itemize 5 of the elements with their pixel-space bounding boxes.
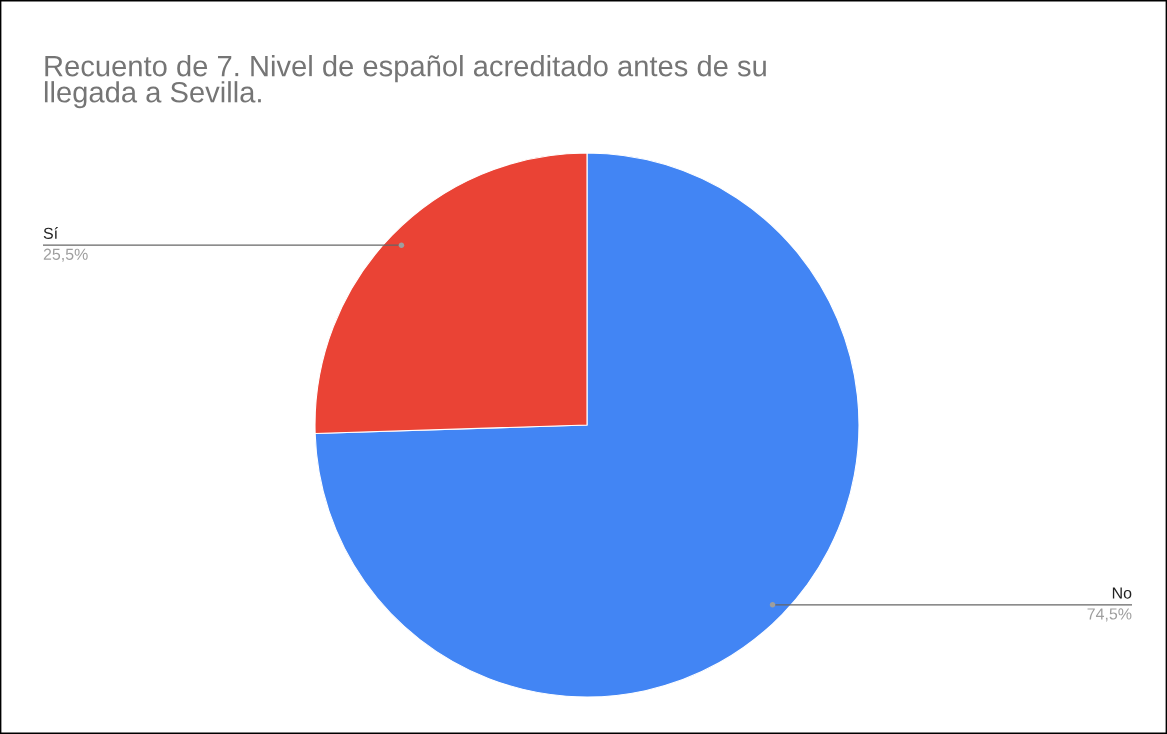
slice-label: Sí [43, 227, 59, 240]
slice-label: No [1112, 587, 1132, 599]
data-label: 25,5% [43, 248, 88, 262]
data-label: 74,5% [1087, 608, 1132, 622]
chart-title: Recuento de 7. Nivel de español acreditado antes de su llegada a Sevilla. [44, 55, 766, 109]
